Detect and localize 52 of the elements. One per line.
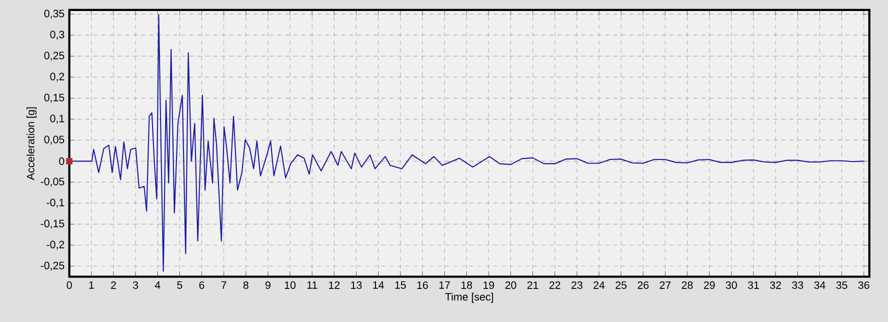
x-tick-label: 22 bbox=[549, 281, 560, 289]
x-tick-label: 30 bbox=[726, 281, 737, 289]
y-tick-label: 0,3 bbox=[50, 30, 64, 40]
x-tick-label: 14 bbox=[373, 281, 384, 289]
x-tick-label: 17 bbox=[439, 281, 450, 289]
x-tick-label: 24 bbox=[594, 281, 605, 289]
x-tick-label: 28 bbox=[682, 281, 693, 289]
x-tick-label: 35 bbox=[836, 281, 848, 289]
x-tick-label: 16 bbox=[417, 281, 428, 289]
y-tick-label: 0,1 bbox=[50, 114, 64, 124]
y-tick-label: 0 bbox=[59, 157, 64, 165]
x-tick-label: 20 bbox=[505, 281, 516, 289]
x-axis-title: Time [sec] bbox=[445, 292, 493, 303]
y-tick-label: 0,25 bbox=[44, 52, 64, 61]
x-tick-label: 15 bbox=[395, 281, 406, 289]
x-tick-label: 8 bbox=[243, 281, 248, 289]
x-tick-label: 9 bbox=[265, 281, 270, 289]
x-tick-label: 18 bbox=[461, 281, 472, 289]
x-tick-label: 13 bbox=[351, 281, 362, 289]
x-tick-label: 0 bbox=[66, 281, 72, 289]
x-tick-label: 11 bbox=[307, 281, 318, 289]
x-tick-label: 1 bbox=[89, 281, 94, 289]
y-tick-label: -0,15 bbox=[40, 220, 64, 229]
x-tick-label: 25 bbox=[616, 281, 627, 289]
y-tick-label: -0,25 bbox=[40, 262, 64, 271]
y-tick-label: 0,35 bbox=[44, 10, 64, 19]
x-tick-label: 2 bbox=[111, 281, 116, 289]
x-tick-label: 31 bbox=[748, 281, 759, 289]
y-tick-label: 0,05 bbox=[44, 136, 64, 145]
y-tick-label: -0,05 bbox=[40, 178, 64, 187]
x-tick-label: 5 bbox=[177, 281, 182, 289]
x-tick-label: 23 bbox=[572, 281, 582, 289]
x-tick-label: 36 bbox=[858, 281, 870, 289]
x-tick-label: 27 bbox=[660, 281, 671, 289]
y-tick-label: -0,1 bbox=[46, 198, 64, 208]
y-tick-label: -0,2 bbox=[46, 240, 64, 250]
y-tick-label: 0,15 bbox=[44, 94, 64, 103]
x-tick-label: 6 bbox=[199, 281, 204, 289]
x-tick-label: 3 bbox=[132, 281, 138, 289]
x-tick-label: 33 bbox=[792, 281, 804, 289]
x-tick-label: 7 bbox=[221, 281, 226, 289]
x-tick-label: 4 bbox=[154, 281, 160, 289]
x-tick-label: 26 bbox=[638, 281, 649, 289]
x-tick-label: 21 bbox=[527, 281, 538, 289]
x-tick-label: 10 bbox=[284, 281, 296, 289]
x-tick-label: 32 bbox=[770, 281, 781, 289]
y-axis-title: Acceleration [g] bbox=[26, 107, 36, 180]
x-tick-label: 12 bbox=[329, 281, 340, 289]
x-tick-label: 19 bbox=[484, 281, 494, 289]
y-tick-label: 0,2 bbox=[50, 72, 64, 82]
x-tick-label: 29 bbox=[704, 281, 715, 289]
x-tick-label: 34 bbox=[814, 281, 826, 289]
